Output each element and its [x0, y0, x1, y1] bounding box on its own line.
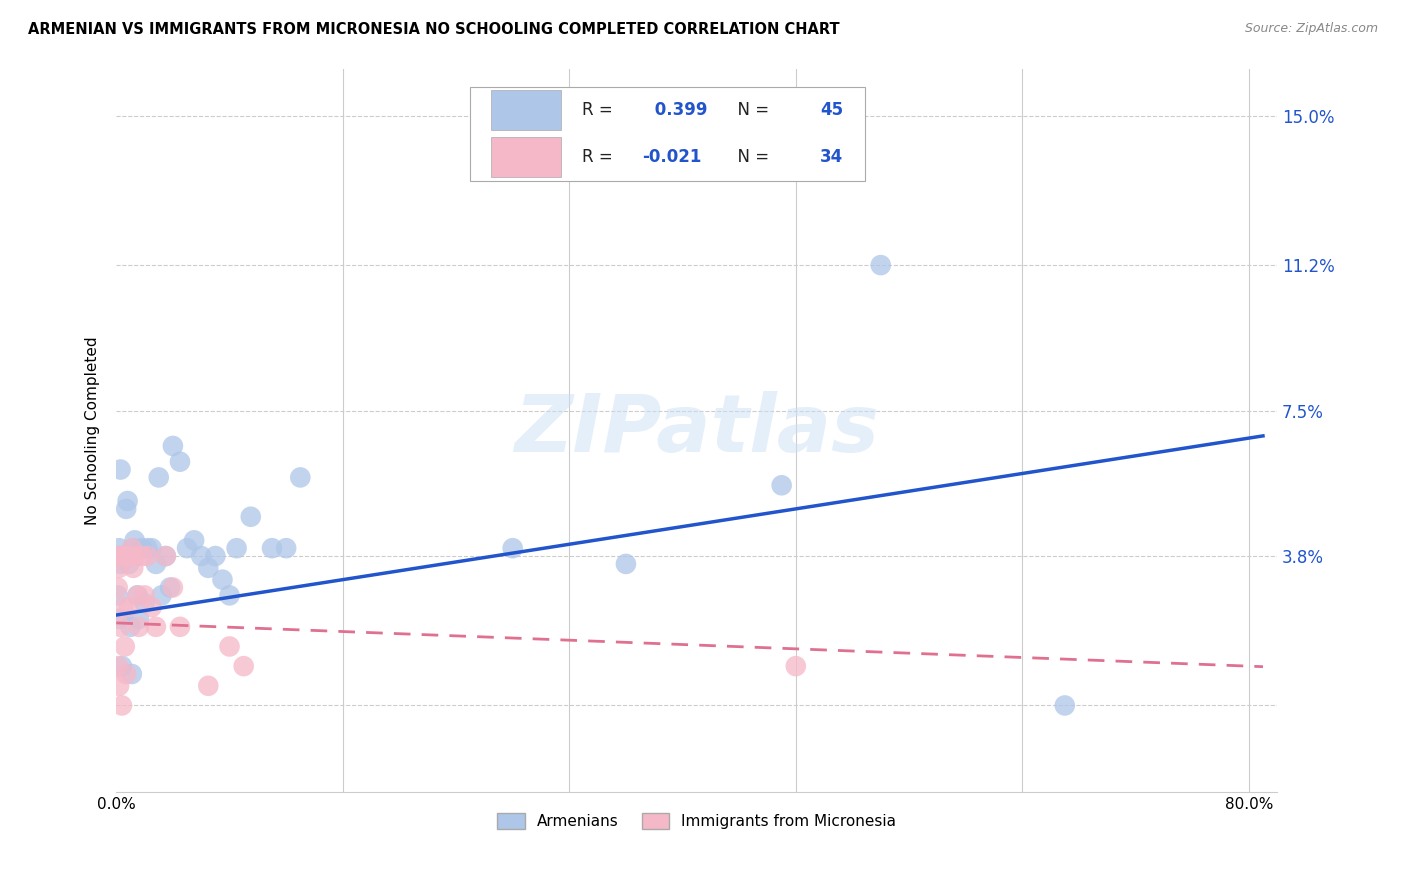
Point: [136, 549, 159, 563]
Point: [121, 667, 143, 681]
FancyBboxPatch shape: [471, 87, 865, 181]
Point: [128, 620, 150, 634]
Point: [159, 581, 181, 595]
Point: [276, 541, 298, 556]
Point: [204, 549, 226, 563]
Point: [218, 588, 240, 602]
Text: 0.399: 0.399: [650, 101, 707, 120]
Point: [108, 541, 131, 556]
Point: [127, 588, 149, 602]
Point: [120, 549, 142, 563]
Point: [232, 659, 254, 673]
Point: [112, 600, 135, 615]
Point: [112, 549, 135, 563]
Point: [162, 581, 184, 595]
FancyBboxPatch shape: [491, 90, 561, 130]
Point: [131, 541, 153, 556]
Point: [110, 620, 132, 634]
Point: [134, 588, 156, 602]
Point: [785, 659, 807, 673]
Point: [114, 640, 136, 654]
Point: [190, 549, 212, 563]
Point: [211, 573, 233, 587]
FancyBboxPatch shape: [491, 137, 561, 177]
Point: [111, 698, 134, 713]
Text: -0.021: -0.021: [643, 148, 702, 166]
Point: [105, 549, 128, 563]
Text: R =: R =: [582, 101, 617, 120]
Text: ZIPatlas: ZIPatlas: [515, 392, 879, 469]
Legend: Armenians, Immigrants from Micronesia: Armenians, Immigrants from Micronesia: [491, 806, 903, 835]
Point: [111, 549, 134, 563]
Point: [136, 541, 159, 556]
Point: [110, 462, 132, 476]
Point: [183, 533, 205, 548]
Point: [225, 541, 247, 556]
Point: [260, 541, 283, 556]
Point: [108, 679, 131, 693]
Point: [218, 640, 240, 654]
Point: [122, 561, 145, 575]
Point: [197, 679, 219, 693]
Point: [169, 455, 191, 469]
Point: [127, 588, 149, 602]
Point: [115, 501, 138, 516]
Text: 45: 45: [820, 101, 842, 120]
Point: [110, 549, 132, 563]
Point: [869, 258, 891, 272]
Point: [770, 478, 793, 492]
Point: [131, 549, 153, 563]
Point: [150, 588, 173, 602]
Text: R =: R =: [582, 148, 617, 166]
Point: [107, 581, 129, 595]
Point: [108, 561, 131, 575]
Point: [141, 541, 163, 556]
Point: [117, 494, 139, 508]
Point: [107, 588, 129, 602]
Point: [239, 509, 262, 524]
Point: [176, 541, 198, 556]
Point: [115, 667, 138, 681]
Point: [114, 549, 136, 563]
Text: Source: ZipAtlas.com: Source: ZipAtlas.com: [1244, 22, 1378, 36]
Point: [155, 549, 177, 563]
Point: [614, 557, 637, 571]
Y-axis label: No Schooling Completed: No Schooling Completed: [86, 336, 100, 524]
Text: N =: N =: [727, 148, 775, 166]
Point: [121, 541, 143, 556]
Text: ARMENIAN VS IMMIGRANTS FROM MICRONESIA NO SCHOOLING COMPLETED CORRELATION CHART: ARMENIAN VS IMMIGRANTS FROM MICRONESIA N…: [28, 22, 839, 37]
Point: [128, 612, 150, 626]
Point: [120, 620, 142, 634]
Point: [111, 659, 134, 673]
Point: [118, 600, 141, 615]
Point: [107, 659, 129, 673]
Point: [141, 600, 163, 615]
Point: [108, 612, 131, 626]
Point: [1053, 698, 1076, 713]
Text: 34: 34: [820, 148, 844, 166]
Point: [122, 541, 145, 556]
Point: [114, 549, 136, 563]
Point: [145, 620, 167, 634]
Point: [155, 549, 177, 563]
Point: [169, 620, 191, 634]
Point: [148, 470, 170, 484]
Point: [197, 561, 219, 575]
Point: [110, 557, 132, 571]
Point: [124, 533, 146, 548]
Text: N =: N =: [727, 101, 775, 120]
Point: [134, 596, 156, 610]
Point: [290, 470, 312, 484]
Point: [118, 557, 141, 571]
Point: [117, 549, 139, 563]
Point: [502, 541, 524, 556]
Point: [112, 549, 135, 563]
Point: [145, 557, 167, 571]
Point: [162, 439, 184, 453]
Point: [124, 549, 146, 563]
